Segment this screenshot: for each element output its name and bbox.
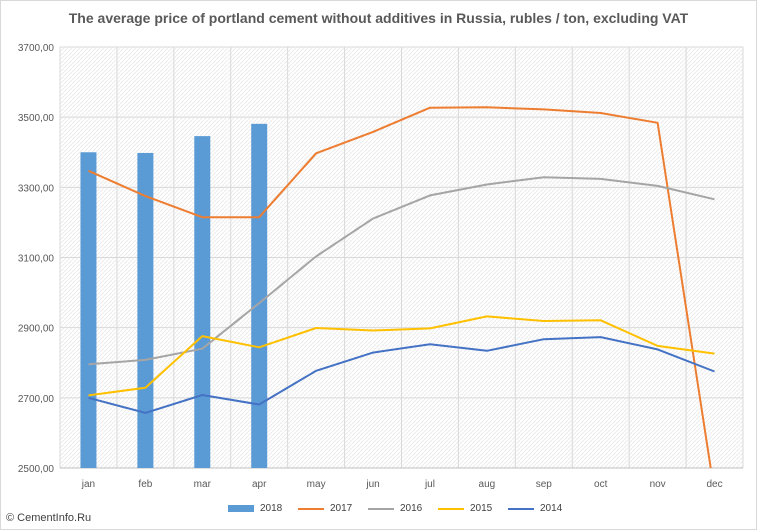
x-tick-label: mar [194,479,212,490]
legend-label: 2018 [260,503,283,514]
x-tick-label: aug [479,479,496,490]
bar-2018-jan [80,152,97,468]
y-tick-label: 2500,00 [18,464,55,475]
line-series-2015 [88,315,715,397]
legend-label: 2014 [540,503,563,514]
legend-label: 2015 [470,503,493,514]
x-tick-label: apr [252,479,267,490]
x-tick-label: jul [424,479,435,490]
legend-item-2017: 2017 [298,503,368,514]
bar-2018-feb [137,152,154,468]
x-tick-label: oct [594,479,608,490]
y-tick-label: 2900,00 [18,324,55,335]
x-tick-label: nov [650,479,666,490]
bar-2018-apr [251,123,268,469]
legend-item-2014: 2014 [508,503,578,514]
bar-2018-mar [194,136,211,468]
x-tick-label: sep [536,479,553,490]
watermark: © CementInfo.Ru [6,512,92,524]
legend-swatch [508,507,534,510]
x-tick-label: jan [81,479,95,490]
x-tick-label: may [307,479,326,490]
y-tick-label: 3700,00 [18,43,55,54]
legend-swatch [368,507,394,510]
line-series-group [88,106,715,468]
legend-item-2015: 2015 [438,503,508,514]
chart-title: The average price of portland cement wit… [68,10,689,26]
x-tick-label: jun [365,479,379,490]
legend-item-2016: 2016 [368,503,438,514]
x-tick-label: feb [138,479,152,490]
legend-label: 2016 [400,503,423,514]
legend-swatch [298,507,324,510]
x-tick-label: dec [706,479,722,490]
y-tick-label: 2700,00 [18,394,55,405]
legend-label: 2017 [330,503,353,514]
y-tick-label: 3500,00 [18,113,55,124]
line-series-2014 [88,336,715,414]
chart-legend: 2018 2017 2016 2015 2014 [228,503,578,514]
line-series-2016 [88,176,715,366]
line-series-2017 [88,106,712,468]
y-tick-label: 3100,00 [18,254,55,265]
legend-swatch [438,507,464,510]
legend-item-2018: 2018 [228,503,298,514]
y-tick-label: 3300,00 [18,183,55,194]
legend-swatch [228,505,254,512]
